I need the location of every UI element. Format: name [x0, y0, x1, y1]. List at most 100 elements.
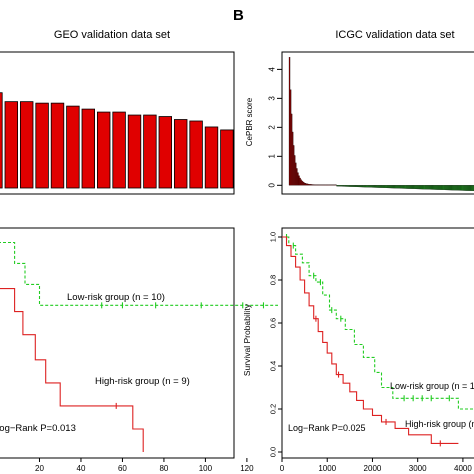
geo-bar-16 — [173, 119, 188, 189]
icgc-bar-154 — [451, 185, 453, 191]
icgc-bar-117 — [412, 185, 414, 189]
icgc-bar-156 — [453, 185, 455, 191]
km3-ytick-label-1: 0.2 — [269, 404, 278, 414]
icgc-bar-68 — [360, 185, 362, 188]
icgc-bar-57 — [349, 185, 351, 187]
icgc-bar-81 — [374, 185, 376, 188]
geo-bar-5 — [4, 101, 19, 189]
icgc-bar-30 — [320, 184, 322, 186]
icgc-bar-71 — [363, 185, 366, 188]
icgc-bar-159 — [456, 185, 458, 191]
icgc-bar-160 — [457, 185, 460, 191]
geo-bar-12 — [112, 111, 126, 189]
geo-bar-13 — [127, 114, 142, 189]
icgc-bar-148 — [445, 185, 447, 191]
geo-km-frame — [0, 227, 235, 459]
icgc-bar-118 — [413, 185, 415, 189]
icgc-bar-70 — [362, 185, 365, 188]
icgc-bar-4 — [293, 145, 295, 186]
icgc-bar-125 — [420, 185, 423, 190]
icgc-bar-105 — [399, 185, 401, 189]
icgc-bar-98 — [392, 185, 394, 189]
icgc-bar-73 — [365, 185, 368, 188]
icgc-bar-76 — [369, 185, 371, 188]
icgc-bar-27 — [317, 184, 319, 186]
icgc-bar-66 — [358, 185, 360, 188]
icgc-bar-65 — [357, 185, 359, 188]
icgc-bar-59 — [351, 185, 353, 187]
icgc-bar-133 — [429, 185, 431, 190]
icgc-bar-44 — [335, 184, 337, 186]
icgc-bar-55 — [346, 185, 349, 187]
icgc-bar-7 — [296, 168, 298, 186]
km3-xtick-label-0: 0 — [280, 464, 285, 473]
icgc-bar-101 — [395, 185, 397, 189]
icgc-bar-25 — [315, 184, 317, 186]
geo-bar-8 — [50, 102, 65, 189]
icgc-bar-91 — [384, 185, 387, 188]
icgc-bar-138 — [434, 185, 436, 190]
geo-bar-15 — [158, 116, 173, 189]
icgc-bar-110 — [404, 185, 407, 189]
icgc-bar-158 — [455, 185, 457, 191]
km3-ytick-label-5: 1.0 — [269, 232, 278, 242]
icgc-bar-14 — [303, 182, 305, 186]
icgc-bar-79 — [372, 185, 374, 188]
icgc-bar-46 — [337, 185, 339, 187]
icgc-bar-41 — [332, 184, 334, 186]
km2-xtick-label-1: 20 — [35, 464, 44, 473]
geo-km-lines — [0, 241, 278, 452]
geo-bar-chart: GEO validation data set — [0, 29, 235, 195]
icgc-bar-152 — [449, 185, 451, 191]
km2-series-1 — [0, 288, 144, 452]
geo-km-low-risk-label: Low-risk group (n = 10) — [67, 292, 165, 303]
icgc-bar-60 — [352, 185, 354, 187]
geo-bar-title: GEO validation data set — [54, 29, 170, 41]
icgc-bar-92 — [385, 185, 388, 189]
geo-bar-17 — [189, 120, 203, 189]
icgc-bar-80 — [373, 185, 375, 188]
geo-bar-9 — [66, 105, 80, 189]
icgc-bar-127 — [422, 185, 425, 190]
geo-km-chart: 020406080100120 Low-risk group (n = 10) … — [0, 227, 278, 473]
icgc-bar-96 — [390, 185, 392, 189]
icgc-bar-172 — [470, 185, 472, 191]
icgc-bar-124 — [419, 185, 422, 190]
icgc-bar-72 — [364, 185, 367, 188]
icgc-bar-23 — [313, 184, 315, 186]
icgc-bar-162 — [459, 185, 462, 191]
icgc-bar-150 — [447, 185, 449, 191]
icgc-bar-49 — [340, 185, 342, 187]
geo-bar-4 — [0, 92, 3, 189]
icgc-bar-frame — [281, 51, 474, 195]
icgc-bar-151 — [448, 185, 450, 191]
icgc-bar-93 — [387, 185, 389, 189]
icgc-bar-ytick-label-0: 0 — [268, 183, 277, 188]
icgc-bars — [288, 57, 474, 192]
icgc-bar-140 — [436, 185, 438, 190]
icgc-bar-171 — [469, 185, 471, 191]
icgc-bar-39 — [330, 184, 332, 186]
icgc-bar-136 — [432, 185, 434, 190]
icgc-bar-8 — [297, 172, 299, 186]
icgc-bar-128 — [423, 185, 426, 190]
geo-bar-18 — [204, 126, 219, 189]
icgc-bar-94 — [388, 185, 390, 189]
icgc-bar-78 — [371, 185, 373, 188]
km3-xtick-label-3: 3000 — [409, 464, 427, 473]
icgc-km-high-risk-label: High-risk group (n — [405, 419, 474, 429]
icgc-bar-164 — [461, 185, 464, 191]
icgc-bar-90 — [383, 185, 386, 188]
km3-ytick-label-3: 0.6 — [269, 318, 278, 328]
icgc-bar-28 — [318, 184, 320, 186]
icgc-bar-chart: ICGC validation data set 0 1 2 3 4 CePBR sco… — [245, 29, 474, 195]
icgc-bar-32 — [322, 184, 324, 186]
icgc-bar-143 — [439, 185, 442, 190]
icgc-bar-1 — [289, 89, 292, 186]
icgc-bar-51 — [342, 185, 344, 187]
icgc-bar-139 — [435, 185, 437, 190]
icgc-bar-131 — [427, 185, 429, 190]
icgc-bar-ytick-label-4: 4 — [268, 67, 277, 72]
geo-bar-6 — [19, 101, 34, 189]
